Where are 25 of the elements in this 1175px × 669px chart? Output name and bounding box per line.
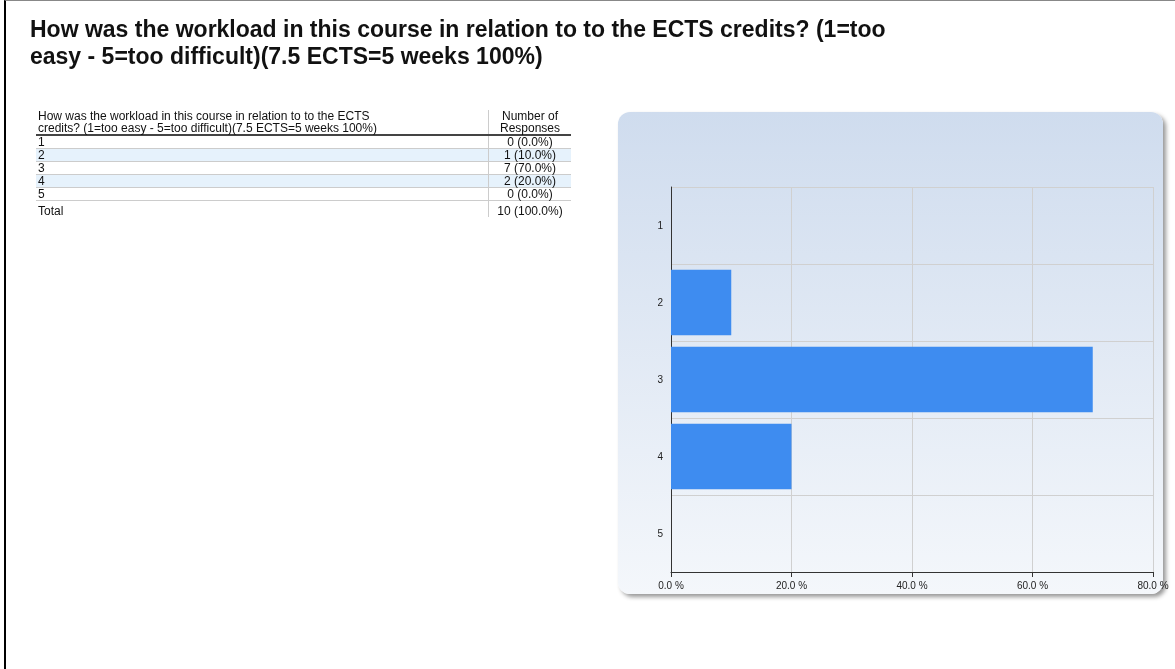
x-tick-label: 0.0 % xyxy=(658,579,684,591)
text: 7 (70.0%) xyxy=(488,161,571,175)
x-tick-label: 60.0 % xyxy=(1016,579,1049,591)
text: Number of Responses xyxy=(488,109,571,135)
x-tick-label: 20.0 % xyxy=(775,579,808,591)
category-label: 1 xyxy=(38,135,45,149)
y-tick-label: 3 xyxy=(657,374,664,385)
x-tick-label: 80.0 % xyxy=(1137,579,1169,591)
y-tick-label: 2 xyxy=(657,297,664,308)
text: 0 (0.0%) xyxy=(488,135,571,149)
y-tick-label: 5 xyxy=(657,528,664,539)
category-label: 3 xyxy=(38,161,45,175)
x-tick-label: 40.0 % xyxy=(896,579,928,591)
category-label: 4 xyxy=(38,174,45,188)
text: 10 (100.0%) xyxy=(488,200,571,218)
text: Total xyxy=(37,203,65,218)
category-label: 2 xyxy=(38,148,45,162)
text: How was the workload in this course in relation to to the ECTS credits? (1=too easy - 5=too difficult)(7.5 ECTS=5 weeks 100%) xyxy=(36,109,489,135)
y-tick-label: 1 xyxy=(657,220,664,231)
text: 2 (20.0%) xyxy=(488,174,571,188)
text: How was the workload in this course in relation to to the ECTS credits? (1=too easy - 5=too difficult)(7.5 ECTS=5 weeks 100%) xyxy=(30,16,887,70)
y-tick-label: 4 xyxy=(657,451,664,462)
text: 1 (10.0%) xyxy=(488,148,571,162)
text: 0 (0.0%) xyxy=(488,187,571,201)
category-label: 5 xyxy=(38,187,45,201)
